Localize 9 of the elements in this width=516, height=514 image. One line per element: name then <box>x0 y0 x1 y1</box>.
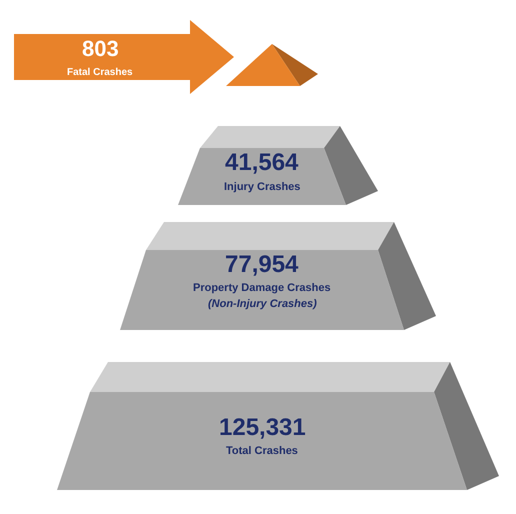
category-label: Total Crashes <box>226 445 298 457</box>
data-label: 125,331 <box>219 414 306 441</box>
category-label: Injury Crashes <box>224 181 300 193</box>
category-label: Property Damage Crashes <box>193 282 331 294</box>
category-label: Fatal Crashes <box>67 67 134 78</box>
data-label: 803 <box>82 36 119 61</box>
data-label: 77,954 <box>225 251 300 278</box>
text: (Non-Injury Crashes) <box>208 298 317 310</box>
data-label: 41,564 <box>225 149 300 176</box>
